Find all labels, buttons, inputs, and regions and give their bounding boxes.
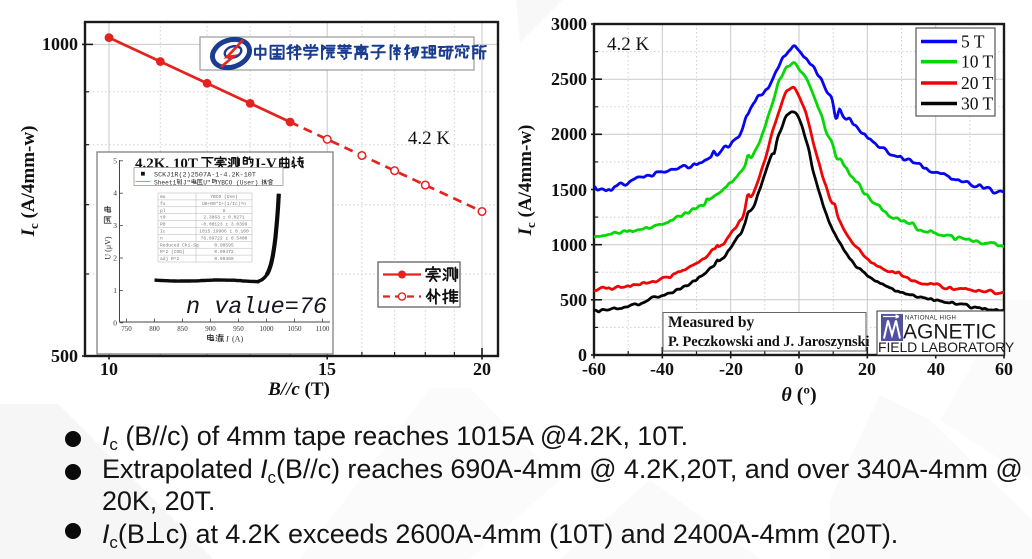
svg-text:900: 900 — [205, 325, 216, 333]
svg-text:2: 2 — [113, 254, 117, 263]
svg-text:R0: R0 — [160, 222, 166, 228]
svg-text:750: 750 — [121, 325, 132, 333]
svg-text:60: 60 — [995, 359, 1013, 379]
svg-text:U: U — [223, 208, 226, 214]
svg-text:YBCO (Use): YBCO (Use) — [210, 194, 238, 200]
svg-text:3: 3 — [113, 221, 117, 230]
svg-text:(A): (A) — [232, 335, 243, 344]
svg-text:1015.19906 ± 0.100: 1015.19906 ± 0.100 — [199, 229, 249, 235]
svg-text:0.99469: 0.99469 — [214, 256, 234, 262]
svg-text:FIELD LABORATORY: FIELD LABORATORY — [878, 339, 1015, 355]
svg-text:1000: 1000 — [551, 235, 587, 255]
svg-text:800: 800 — [149, 325, 160, 333]
svg-text:n: n — [160, 236, 163, 241]
svg-text:J": J" — [183, 180, 190, 187]
svg-text:3000: 3000 — [551, 14, 587, 34]
svg-text:0: 0 — [113, 318, 117, 327]
svg-text:1000: 1000 — [260, 325, 275, 333]
svg-text:-0.00123 ± 3.0399: -0.00123 ± 3.0399 — [201, 222, 248, 228]
svg-text:fx: fx — [160, 201, 166, 207]
svg-text:500: 500 — [51, 346, 78, 366]
svg-text:U (μV): U (μV) — [104, 236, 113, 260]
svg-text:U": U" — [203, 180, 210, 187]
svg-text:I: I — [225, 335, 229, 344]
svg-text:YBCO (User): YBCO (User) — [218, 180, 259, 187]
svg-text:Ic: Ic — [160, 229, 166, 235]
svg-text:0.99472: 0.99472 — [214, 249, 234, 255]
svg-text:Ic (A/4mm-w): Ic (A/4mm-w) — [515, 125, 538, 237]
svg-text:4.2 K: 4.2 K — [607, 34, 650, 55]
svg-text:15: 15 — [318, 359, 336, 379]
svg-text:1000: 1000 — [42, 34, 78, 54]
svg-text:B//c (T): B//c (T) — [267, 379, 330, 400]
svg-text:n value=76: n value=76 — [186, 294, 327, 321]
svg-text:1500: 1500 — [551, 180, 587, 200]
svg-text:Ic (A/4mm-w): Ic (A/4mm-w) — [18, 126, 41, 238]
svg-text:mx: mx — [160, 195, 166, 200]
svg-text:2000: 2000 — [551, 124, 587, 144]
svg-text:0: 0 — [578, 345, 587, 365]
svg-text:2.3863 ± 0.0271: 2.3863 ± 0.0271 — [203, 215, 245, 221]
svg-text:5: 5 — [113, 156, 117, 165]
svg-text:0.90595: 0.90595 — [214, 242, 234, 248]
svg-text:1100: 1100 — [316, 325, 330, 333]
svg-text:θ (º): θ (º) — [781, 384, 816, 406]
svg-text:76.89722 ± 0.5400: 76.89722 ± 0.5400 — [201, 235, 248, 241]
svg-text:R^2 (COD): R^2 (COD) — [160, 249, 185, 255]
svg-text:20: 20 — [473, 359, 491, 379]
svg-text:U0+R0*I+(1/Ic)^n: U0+R0*I+(1/Ic)^n — [202, 201, 246, 207]
svg-text:-40: -40 — [650, 359, 674, 379]
svg-text:P. Peczkowski and J. Jaroszyns: P. Peczkowski and J. Jaroszynski — [668, 334, 870, 350]
svg-text:20: 20 — [858, 359, 876, 379]
svg-text:10: 10 — [100, 359, 118, 379]
svg-text:-60: -60 — [582, 359, 606, 379]
svg-text:AGNETIC: AGNETIC — [903, 321, 996, 344]
svg-text:Measured by: Measured by — [668, 314, 755, 331]
svg-text:adj R^2: adj R^2 — [160, 256, 180, 262]
svg-text:SCKJ1R(2)2507A-1-4.2K-10T: SCKJ1R(2)2507A-1-4.2K-10T — [154, 172, 256, 180]
svg-text:10 T: 10 T — [961, 52, 994, 72]
svg-text:30 T: 30 T — [961, 94, 994, 114]
svg-text:NATIONAL HIGH: NATIONAL HIGH — [905, 316, 956, 322]
svg-text:950: 950 — [233, 325, 244, 333]
svg-text:4.2 K: 4.2 K — [408, 128, 451, 149]
svg-text:1: 1 — [113, 286, 117, 295]
svg-text:Reduced Chi-Sq: Reduced Chi-Sq — [160, 242, 199, 248]
svg-text:pl: pl — [160, 208, 166, 214]
svg-text:4: 4 — [113, 189, 117, 198]
svg-text:5 T: 5 T — [961, 32, 985, 52]
svg-text:1050: 1050 — [288, 325, 303, 333]
svg-text:40: 40 — [927, 359, 945, 379]
svg-text:Sheet1: Sheet1 — [154, 180, 177, 187]
svg-text:850: 850 — [177, 325, 188, 333]
svg-text:-20: -20 — [719, 359, 743, 379]
svg-text:20 T: 20 T — [961, 73, 994, 93]
svg-text:2500: 2500 — [551, 69, 587, 89]
svg-text:0: 0 — [795, 359, 804, 379]
svg-text:500: 500 — [560, 290, 587, 310]
svg-text:t0: t0 — [160, 215, 166, 221]
